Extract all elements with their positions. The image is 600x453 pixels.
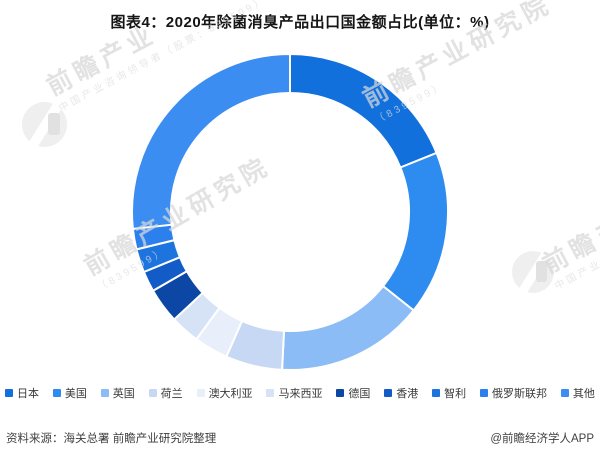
legend-item-6[interactable]: 德国	[336, 385, 370, 401]
legend-marker-icon	[196, 389, 205, 397]
legend-label: 俄罗斯联邦	[492, 388, 548, 400]
credit-note: @前瞻经济学人APP	[490, 433, 594, 445]
legend-marker-icon	[432, 389, 441, 397]
legend-marker-icon	[5, 389, 13, 397]
legend-item-0[interactable]: 日本	[5, 385, 39, 401]
legend-item-9[interactable]: 俄罗斯联邦	[480, 385, 547, 401]
donut-slice-10[interactable]	[131, 53, 291, 230]
legend-marker-icon	[560, 389, 569, 397]
legend-label: 其他	[572, 388, 595, 400]
legend: 日本 美国 英国 荷兰 澳大利亚 马来西亚 德国 香港 智利 俄罗斯联邦 其他	[0, 385, 600, 401]
chart-title: 图表4：2020年除菌消臭产品出口国金额占比(单位：%)	[110, 14, 490, 31]
legend-item-10[interactable]: 其他	[560, 385, 595, 401]
footer: 资料来源：海关总署 前瞻产业研究院整理 @前瞻经济学人APP	[0, 430, 600, 446]
legend-label: 日本	[17, 388, 39, 400]
legend-marker-icon	[384, 389, 393, 397]
legend-marker-icon	[52, 389, 61, 397]
source-note: 资料来源：海关总署 前瞻产业研究院整理	[6, 433, 217, 445]
legend-item-1[interactable]: 美国	[52, 385, 87, 401]
legend-item-8[interactable]: 智利	[432, 385, 466, 401]
legend-label: 智利	[444, 388, 467, 400]
legend-label: 澳大利亚	[208, 388, 253, 400]
donut-chart	[131, 53, 449, 371]
donut-slice-1[interactable]	[382, 151, 449, 312]
legend-marker-icon	[480, 389, 489, 397]
legend-label: 荷兰	[160, 388, 183, 400]
legend-marker-icon	[336, 389, 345, 397]
donut-slice-0[interactable]	[289, 53, 438, 169]
legend-marker-icon	[148, 389, 157, 397]
legend-marker-icon	[266, 389, 275, 397]
legend-label: 英国	[112, 388, 135, 400]
legend-label: 马来西亚	[278, 388, 323, 400]
legend-label: 德国	[348, 388, 371, 400]
legend-item-5[interactable]: 马来西亚	[266, 385, 322, 401]
legend-item-3[interactable]: 荷兰	[148, 385, 183, 401]
legend-item-2[interactable]: 英国	[100, 385, 135, 401]
legend-item-4[interactable]: 澳大利亚	[196, 385, 253, 401]
legend-label: 香港	[396, 388, 419, 400]
legend-marker-icon	[100, 389, 109, 397]
legend-label: 美国	[64, 388, 87, 400]
donut-slice-2[interactable]	[281, 285, 415, 371]
legend-item-7[interactable]: 香港	[384, 385, 418, 401]
